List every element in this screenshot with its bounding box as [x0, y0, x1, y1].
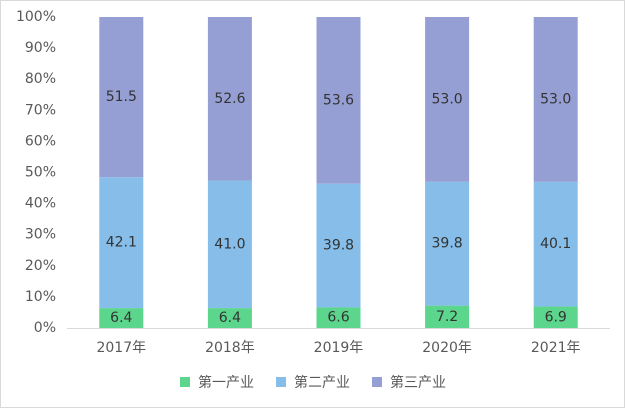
- value-label: 6.4: [110, 310, 132, 326]
- x-tick-label: 2021年: [531, 340, 581, 356]
- y-tick-label: 40%: [25, 196, 56, 212]
- value-label: 6.4: [219, 310, 241, 326]
- value-label: 41.0: [214, 236, 245, 252]
- y-tick-label: 100%: [16, 9, 56, 25]
- legend-label: 第二产业: [294, 374, 350, 391]
- y-tick-label: 0%: [34, 320, 56, 336]
- bar-segment: [425, 17, 470, 182]
- bar-segment: [99, 17, 144, 178]
- value-label: 40.1: [540, 236, 571, 252]
- value-label: 39.8: [323, 238, 354, 254]
- value-label: 42.1: [106, 235, 137, 251]
- x-tick-label: 2019年: [314, 340, 364, 356]
- x-tick-label: 2018年: [205, 340, 255, 356]
- legend-marker: [180, 377, 190, 387]
- value-label: 39.8: [432, 236, 463, 252]
- value-label: 53.0: [432, 91, 463, 107]
- value-label: 51.5: [106, 89, 137, 105]
- bar-segment: [316, 17, 361, 184]
- y-tick-label: 60%: [25, 133, 56, 149]
- bar-segment: [99, 308, 144, 328]
- bar-segment: [533, 17, 578, 182]
- bar-segment: [207, 308, 252, 328]
- y-tick-label: 10%: [25, 289, 56, 305]
- bar-segment: [533, 306, 578, 328]
- bar-segment: [207, 180, 252, 309]
- x-tick-label: 2017年: [96, 340, 146, 356]
- bar-segment: [99, 177, 144, 309]
- y-tick-label: 70%: [25, 102, 56, 118]
- x-tick-label: 2020年: [422, 340, 472, 356]
- y-tick-label: 90%: [25, 40, 56, 56]
- legend-label: 第一产业: [198, 374, 254, 391]
- legend-label: 第三产业: [390, 374, 446, 391]
- bar-segment: [316, 307, 361, 328]
- value-label: 52.6: [214, 91, 245, 107]
- value-label: 53.0: [540, 91, 571, 107]
- value-label: 6.9: [545, 309, 567, 325]
- value-label: 53.6: [323, 92, 354, 108]
- y-tick-label: 50%: [25, 165, 56, 181]
- y-tick-label: 80%: [25, 71, 56, 87]
- bar-segment: [425, 305, 470, 328]
- y-tick-label: 20%: [25, 258, 56, 274]
- value-label: 7.2: [436, 309, 458, 325]
- legend-marker: [276, 377, 286, 387]
- bar-segment: [316, 183, 361, 308]
- y-tick-label: 30%: [25, 227, 56, 243]
- value-label: 6.6: [327, 310, 349, 326]
- bar-segment: [533, 181, 578, 307]
- legend-marker: [372, 377, 382, 387]
- bar-segment: [425, 181, 470, 306]
- bar-segment: [207, 17, 252, 181]
